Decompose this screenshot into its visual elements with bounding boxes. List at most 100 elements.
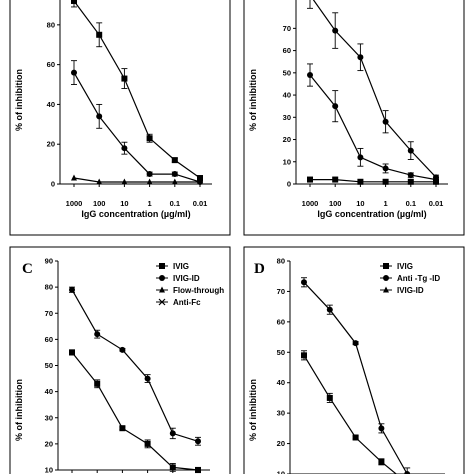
x-tick-label: 0.01 (429, 199, 444, 208)
y-tick-label: 70 (277, 287, 285, 296)
series-1-point (121, 145, 128, 152)
series-0-point (382, 118, 389, 125)
x-axis-title: IgG concentration (µg/ml) (317, 209, 426, 219)
series-0-point (332, 27, 339, 34)
y-tick-label: 80 (47, 20, 55, 29)
series-0-point (96, 31, 103, 38)
series-2-point (197, 178, 203, 185)
y-tick-label: 40 (283, 91, 291, 100)
x-tick-label: 100 (329, 199, 342, 208)
series-1-point (119, 425, 126, 432)
series-1-point (71, 69, 77, 76)
series-1-point (357, 154, 364, 161)
legend-label: Anti -Tg -ID (397, 274, 440, 283)
y-axis-title: % of inhibition (14, 69, 24, 131)
series-0-line (312, 0, 437, 178)
series-1-point (69, 349, 75, 356)
series-0-point (146, 135, 153, 142)
series-2-point (171, 178, 178, 185)
series-0-point (352, 340, 359, 347)
y-tick-label: 40 (47, 100, 55, 109)
x-tick-label: 1000 (302, 199, 319, 208)
legend-label: Anti-Fc (173, 298, 201, 307)
series-0-point (69, 286, 75, 293)
series-1-point (195, 467, 201, 473)
y-tick-label: 20 (47, 140, 55, 149)
series-0-point (301, 279, 307, 286)
y-tick-label: 40 (45, 387, 53, 396)
series-1-point (171, 171, 178, 178)
y-tick-label: 50 (277, 348, 285, 357)
legend-label: IVIG-ID (397, 286, 424, 295)
series-0-line (71, 289, 199, 442)
series-1-point (169, 464, 176, 471)
x-tick-label: 1 (148, 199, 152, 208)
series-1-point (382, 165, 389, 172)
x-tick-label: 0.1 (170, 199, 180, 208)
y-tick-label: 10 (283, 157, 291, 166)
series-1-point (144, 440, 151, 447)
panel-letter: D (254, 261, 265, 277)
legend-marker (383, 275, 389, 281)
series-1-line (309, 74, 437, 181)
x-tick-label: 0.01 (193, 199, 208, 208)
y-tick-label: 30 (283, 113, 291, 122)
series-2-point (332, 176, 339, 183)
series-0-line (303, 281, 410, 474)
legend-label: IVIG-ID (173, 274, 200, 283)
series-1-line (303, 354, 398, 474)
panel-b-frame (243, 0, 465, 236)
y-tick-label: 0 (51, 180, 55, 189)
legend-label: Flow-through (173, 286, 224, 295)
y-tick-label: 0 (287, 180, 291, 189)
series-0-point (171, 157, 178, 164)
series-2-point (433, 178, 439, 185)
legend-label: IVIG (173, 262, 189, 271)
series-0-point (404, 471, 411, 474)
x-axis-title: IgG concentration (µg/ml) (81, 209, 190, 219)
series-2-point (146, 178, 153, 185)
series-2-point (121, 178, 128, 185)
y-tick-label: 50 (283, 68, 291, 77)
series-2-line (73, 177, 200, 183)
series-0-point (378, 425, 385, 432)
series-2-line (310, 179, 436, 183)
y-tick-label: 40 (277, 378, 285, 387)
y-tick-label: 20 (45, 439, 53, 448)
x-tick-label: 1 (384, 199, 388, 208)
legend-marker (159, 286, 165, 293)
y-tick-label: 70 (283, 24, 291, 33)
series-1-point (96, 113, 103, 120)
series-1-line (71, 352, 199, 471)
legend-marker (383, 286, 389, 293)
series-1-point (326, 394, 333, 401)
panel-c-chart: 10 20 30 40 50 60 70 80 90 % of inhibition C IVIG IV… (14, 257, 224, 474)
series-0-point (144, 375, 151, 382)
series-1-point (146, 171, 153, 178)
y-tick-label: 60 (277, 317, 285, 326)
x-tick-label: 0.1 (406, 199, 416, 208)
series-1-point (307, 72, 313, 79)
legend-marker (383, 263, 389, 269)
y-tick-label: 10 (45, 466, 53, 474)
y-tick-label: 10 (277, 470, 285, 474)
series-0-point (169, 430, 176, 437)
series-1-point (332, 103, 339, 110)
legend-marker (159, 275, 165, 281)
y-axis-title: % of inhibition (14, 379, 24, 441)
panel-letter: C (22, 261, 33, 277)
y-tick-label: 30 (277, 409, 285, 418)
series-0-point (407, 147, 414, 154)
legend-marker (158, 298, 166, 306)
y-tick-label: 70 (45, 309, 53, 318)
series-1-point (407, 172, 414, 179)
series-0-point (121, 75, 128, 82)
series-0-point (195, 438, 201, 445)
series-0-line (73, 0, 201, 179)
y-tick-label: 60 (47, 60, 55, 69)
y-tick-label: 80 (277, 257, 285, 266)
series-2-point (407, 178, 414, 185)
